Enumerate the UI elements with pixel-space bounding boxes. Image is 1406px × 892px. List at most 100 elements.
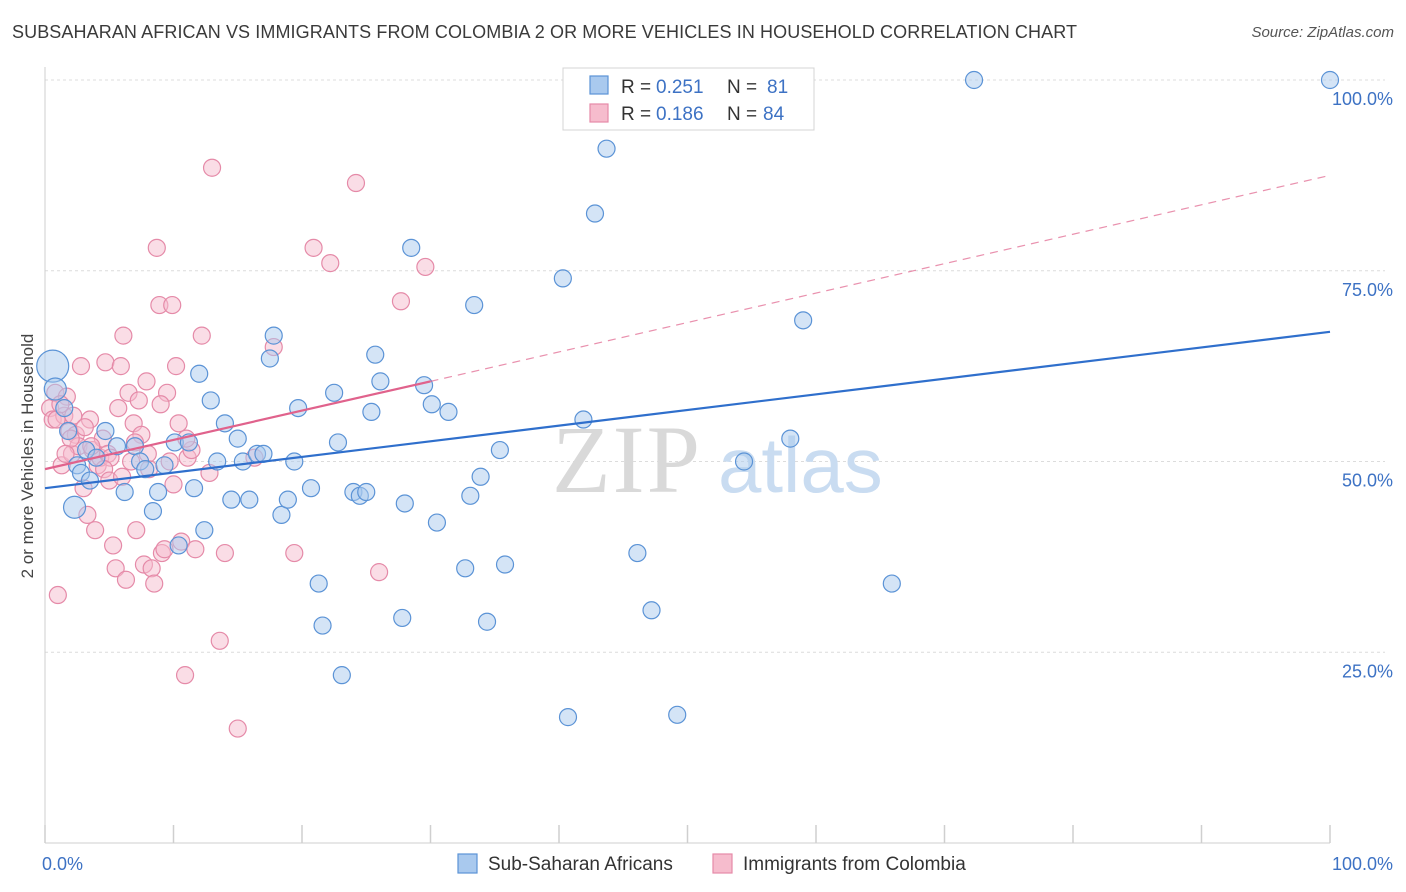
colombia-point: [192, 326, 211, 345]
colombia-point: [106, 559, 125, 578]
colombia-point: [163, 295, 182, 315]
subsaharan-point: [628, 543, 647, 563]
colombia-point: [145, 574, 164, 593]
subsaharan-point: [597, 139, 616, 158]
subsaharan-point: [465, 295, 484, 315]
colombia-point: [114, 326, 133, 345]
y-tick-label-3: 100.0%: [1332, 89, 1393, 109]
colombia-point: [346, 173, 366, 193]
gridlines: [45, 79, 1385, 653]
subsaharan-point: [734, 452, 754, 471]
subsaharan-point: [964, 70, 984, 90]
legend-r-label-2: R =: [621, 104, 651, 125]
colombia-point: [304, 238, 323, 257]
colombia-point: [370, 563, 389, 582]
subsaharan-point: [477, 612, 497, 631]
subsaharan-point: [781, 429, 800, 448]
subsaharan-point: [233, 452, 252, 471]
subsaharan-point: [461, 486, 480, 505]
subsaharan-point: [240, 490, 259, 509]
subsaharan-point: [190, 364, 209, 383]
colombia-point: [215, 543, 234, 563]
subsaharan-point: [169, 536, 188, 555]
colombia-point: [109, 398, 128, 418]
subsaharan-point: [471, 467, 490, 486]
chart-title: SUBSAHARAN AFRICAN VS IMMIGRANTS FROM CO…: [12, 22, 1078, 42]
subsaharan-point: [260, 349, 279, 368]
subsaharan-point: [155, 456, 174, 475]
subsaharan-point: [96, 421, 115, 441]
colombia-point: [391, 292, 411, 311]
colombia-point: [210, 631, 229, 650]
subsaharan-point: [325, 383, 344, 402]
colombia-point: [75, 418, 94, 437]
x-tick-label-1: 100.0%: [1332, 854, 1393, 874]
colombia-point: [166, 357, 186, 376]
subsaharan-point: [668, 705, 687, 724]
subsaharan-point: [301, 479, 321, 498]
colombia-point: [111, 357, 130, 376]
watermark-zip: ZIP: [552, 406, 702, 513]
watermark: ZIP atlas: [552, 406, 883, 513]
legend-r-value-2: 0.186: [656, 104, 704, 125]
stats-legend: R = 0.251 N = 81 R = 0.186 N = 84: [562, 67, 815, 131]
subsaharan-point: [574, 410, 593, 429]
y-axis-label: 2 or more Vehicles in Household: [18, 334, 37, 579]
subsaharan-point: [43, 377, 67, 401]
legend-n-value-1: 81: [767, 77, 788, 98]
colombia-point: [175, 666, 195, 685]
y-tick-label-2: 75.0%: [1342, 280, 1393, 300]
colombia-point: [151, 395, 170, 414]
subsaharan-point: [332, 666, 351, 685]
subsaharan-point: [136, 460, 155, 479]
legend-n-value-2: 84: [763, 104, 785, 125]
subsaharan-point: [115, 482, 134, 502]
subsaharan-point: [495, 555, 515, 574]
colombia-point: [71, 357, 91, 376]
colombia-point: [186, 540, 205, 559]
colombia-point: [116, 570, 136, 589]
subsaharan-point: [427, 513, 447, 532]
colombia-point: [96, 353, 115, 372]
subsaharan-point: [371, 372, 390, 391]
series-legend-swatch-colombia: [712, 853, 733, 874]
subsaharan-point: [184, 479, 204, 498]
subsaharan-point: [285, 452, 304, 471]
legend-swatch-colombia: [589, 103, 609, 123]
colombia-point: [285, 543, 304, 563]
colombia-point: [416, 257, 435, 277]
colombia-trend-line: [44, 380, 431, 471]
subsaharan-point: [490, 440, 509, 460]
subsaharan-point: [393, 608, 412, 628]
subsaharan-point: [558, 708, 578, 727]
legend-n-label-1: N =: [727, 77, 757, 98]
subsaharan-point: [313, 616, 332, 635]
colombia-point: [164, 475, 183, 494]
subsaharan-point: [107, 437, 127, 456]
subsaharan-point: [882, 574, 901, 593]
colombia-point: [137, 372, 156, 391]
legend-r-value-1: 0.251: [656, 77, 704, 98]
subsaharan-point: [362, 402, 381, 422]
series-legend-label-subsaharan: Sub-Saharan Africans: [488, 854, 673, 875]
series-legend-swatch-subsaharan: [457, 853, 478, 874]
subsaharan-point: [222, 490, 241, 509]
subsaharan-point: [36, 349, 70, 383]
subsaharan-point: [143, 501, 163, 521]
series-legend: Sub-Saharan Africans Immigrants from Col…: [457, 853, 966, 875]
colombia-point: [86, 521, 105, 540]
legend-n-label-2: N =: [727, 104, 757, 125]
subsaharan-point: [55, 398, 74, 418]
subsaharan-point: [148, 482, 168, 502]
colombia-point: [202, 158, 222, 177]
subsaharan-point: [366, 345, 385, 364]
tick-labels: 25.0% 50.0% 75.0% 100.0% 0.0% 100.0%: [42, 89, 1393, 874]
subsaharan-point: [264, 326, 283, 345]
subsaharan-trend-line: [44, 330, 1331, 490]
colombia-point: [147, 238, 166, 257]
subsaharan-point: [62, 495, 87, 519]
subsaharan-point: [289, 398, 308, 418]
subsaharan-point: [439, 402, 458, 422]
axes: [44, 67, 1331, 844]
